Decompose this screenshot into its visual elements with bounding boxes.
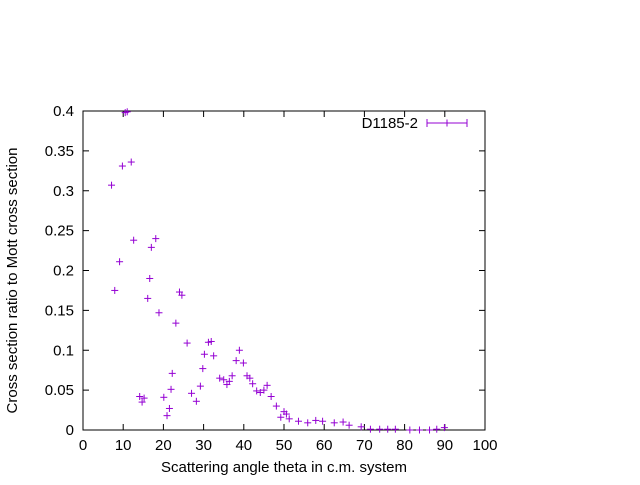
data-point bbox=[111, 286, 119, 294]
y-tick-label: 0.4 bbox=[53, 103, 74, 120]
x-tick-label: 90 bbox=[436, 437, 453, 454]
data-point bbox=[330, 419, 338, 427]
y-tick-label: 0.3 bbox=[53, 183, 74, 200]
y-tick-label: 0.05 bbox=[45, 382, 74, 399]
data-point bbox=[282, 410, 290, 418]
data-point bbox=[116, 258, 124, 266]
plot-frame bbox=[82, 110, 486, 431]
data-point bbox=[391, 425, 399, 433]
data-point bbox=[188, 389, 196, 397]
data-point bbox=[285, 415, 293, 423]
data-point bbox=[339, 418, 347, 426]
data-point bbox=[267, 393, 275, 401]
data-point bbox=[228, 372, 236, 380]
x-tick-label: 10 bbox=[115, 437, 132, 454]
x-tick-label: 60 bbox=[316, 437, 333, 454]
data-point bbox=[426, 426, 434, 434]
data-point bbox=[127, 158, 135, 166]
data-point bbox=[196, 382, 204, 390]
data-point bbox=[192, 397, 200, 405]
data-point bbox=[220, 376, 228, 384]
data-point bbox=[277, 413, 285, 421]
legend-point bbox=[443, 119, 451, 127]
x-tick-label: 50 bbox=[276, 437, 293, 454]
data-point bbox=[294, 417, 302, 425]
data-point bbox=[225, 377, 233, 385]
data-point bbox=[345, 421, 353, 429]
data-point bbox=[366, 425, 374, 433]
data-point bbox=[210, 352, 218, 360]
x-axis-label: Scattering angle theta in c.m. system bbox=[161, 459, 407, 476]
data-point bbox=[376, 425, 384, 433]
data-point bbox=[172, 319, 180, 327]
data-point bbox=[178, 291, 186, 299]
x-tick-label: 70 bbox=[356, 437, 373, 454]
x-axis: 0 10 20 30 40 50 60 70 80 90 100 bbox=[79, 111, 498, 454]
data-point bbox=[415, 426, 423, 434]
data-point bbox=[200, 350, 208, 358]
legend-label: D1185-2 bbox=[362, 115, 418, 132]
data-point bbox=[406, 426, 414, 434]
data-point bbox=[216, 374, 224, 382]
data-point bbox=[138, 398, 146, 406]
data-point bbox=[319, 417, 327, 425]
data-point bbox=[136, 393, 144, 401]
data-point bbox=[152, 235, 160, 243]
y-tick-label: 0.2 bbox=[53, 263, 74, 280]
data-point bbox=[140, 394, 148, 402]
x-tick-label: 40 bbox=[235, 437, 252, 454]
y-axis: 0 0.05 0.1 0.15 0.2 0.25 0.3 0.35 0.4 bbox=[45, 103, 485, 439]
data-point bbox=[249, 380, 257, 388]
y-axis-label: Cross section ratio to Mott cross sectio… bbox=[4, 148, 21, 414]
data-point bbox=[167, 385, 175, 393]
data-point bbox=[256, 389, 264, 397]
data-point bbox=[253, 387, 261, 395]
y-tick-label: 0.15 bbox=[45, 302, 74, 319]
x-tick-label: 20 bbox=[155, 437, 172, 454]
data-point bbox=[207, 337, 215, 345]
y-tick-label: 0.25 bbox=[45, 223, 74, 240]
data-point bbox=[263, 381, 271, 389]
data-point bbox=[260, 386, 268, 394]
data-points bbox=[108, 108, 448, 434]
legend-marker bbox=[426, 119, 468, 127]
y-tick-label: 0 bbox=[66, 422, 74, 439]
data-point bbox=[155, 309, 163, 317]
data-point bbox=[246, 374, 254, 382]
data-point bbox=[147, 243, 155, 251]
data-point bbox=[118, 162, 126, 170]
data-point bbox=[163, 412, 171, 420]
x-tick-label: 100 bbox=[472, 437, 497, 454]
data-point bbox=[183, 339, 191, 347]
data-point bbox=[357, 423, 365, 431]
data-point bbox=[165, 404, 173, 412]
data-point bbox=[108, 181, 116, 189]
data-point bbox=[144, 294, 152, 302]
data-point bbox=[433, 425, 441, 433]
data-point bbox=[384, 425, 392, 433]
data-point bbox=[239, 359, 247, 367]
x-tick-label: 80 bbox=[396, 437, 413, 454]
data-point bbox=[199, 365, 207, 373]
data-point bbox=[440, 424, 448, 432]
data-point bbox=[304, 419, 312, 427]
x-tick-label: 0 bbox=[79, 437, 87, 454]
data-point bbox=[235, 346, 243, 354]
data-point bbox=[146, 274, 154, 282]
y-tick-label: 0.35 bbox=[45, 143, 74, 160]
data-point bbox=[123, 108, 131, 116]
data-point bbox=[130, 236, 138, 244]
data-point bbox=[168, 369, 176, 377]
y-tick-label: 0.1 bbox=[53, 342, 74, 359]
data-point bbox=[312, 416, 320, 424]
data-point bbox=[232, 357, 240, 365]
legend: D1185-2 bbox=[362, 115, 468, 132]
data-point bbox=[272, 402, 280, 410]
x-tick-label: 30 bbox=[195, 437, 212, 454]
data-point bbox=[160, 393, 168, 401]
